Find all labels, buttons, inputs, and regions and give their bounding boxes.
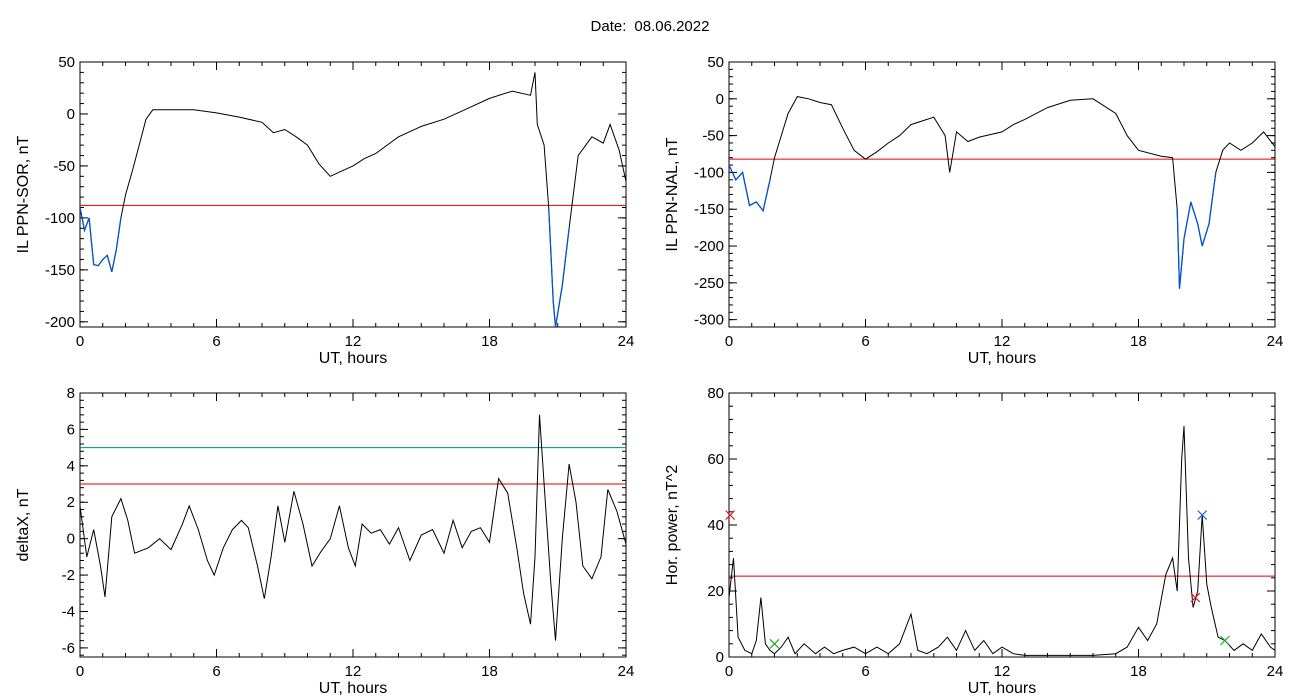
- y-tick-label: -150: [694, 201, 724, 218]
- x-tick-label: 0: [76, 333, 84, 350]
- y-tick-label: 50: [58, 54, 75, 71]
- y-tick-label: -300: [694, 312, 724, 329]
- x-tick-label: 24: [618, 333, 635, 350]
- y-tick-label: -4: [62, 603, 75, 620]
- chart-panel-2: 0 6 12 18 24 -300 -250 -200 -150 -100 -50 0 50 UT, ho…: [664, 54, 1283, 367]
- y-tick-label: -250: [694, 275, 724, 292]
- marker-stroke: [725, 510, 736, 521]
- y-axis-label: deltaX, nT: [15, 488, 32, 561]
- x-tick-label: 6: [861, 663, 869, 680]
- marker-stroke: [1220, 635, 1230, 646]
- date-label: Date:: [590, 18, 627, 35]
- y-tick-label: -100: [694, 164, 724, 181]
- marker-red: [725, 510, 736, 521]
- y-tick-label: -50: [53, 158, 75, 175]
- y-axis-label: IL PPN-NAL, nT: [664, 137, 681, 251]
- y-tick-label: -100: [45, 210, 75, 227]
- y-tick-label: -200: [45, 314, 75, 331]
- series-line: [80, 414, 626, 641]
- marker-green: [1220, 635, 1230, 646]
- x-tick-label: 12: [994, 663, 1011, 680]
- y-axis-label: IL PPN-SOR, nT: [15, 135, 32, 253]
- below-threshold-segment: [80, 207, 122, 273]
- marker-stroke: [1197, 510, 1208, 521]
- x-tick-label: 24: [1267, 333, 1284, 350]
- x-tick-label: 0: [725, 663, 733, 680]
- y-tick-label: -50: [702, 128, 724, 145]
- y-tick-label: 0: [716, 91, 724, 108]
- y-tick-label: 6: [67, 421, 75, 438]
- series-line: [729, 425, 1275, 656]
- x-axis-label: UT, hours: [319, 680, 387, 697]
- plot-frame: [79, 392, 627, 658]
- x-tick-label: 12: [994, 333, 1011, 350]
- x-tick-label: 6: [861, 333, 869, 350]
- date-value: 08.06.2022: [634, 18, 710, 35]
- marker-blue: [1197, 510, 1208, 521]
- x-tick-label: 18: [481, 333, 498, 350]
- x-tick-label: 18: [1130, 333, 1147, 350]
- y-tick-label: 40: [707, 517, 724, 534]
- chart-panel-4: 0 6 12 18 24 0 20 40 60 80 UT, hours Hor. power, nT…: [664, 385, 1283, 697]
- y-tick-label: 0: [67, 106, 75, 123]
- below-threshold-segment: [548, 207, 570, 327]
- series-line: [80, 72, 626, 327]
- plot-frame: [728, 392, 1276, 658]
- plot-frame: [728, 61, 1276, 328]
- x-tick-label: 0: [76, 663, 84, 680]
- x-axis-label: UT, hours: [968, 680, 1036, 697]
- y-tick-label: 8: [67, 385, 75, 402]
- y-tick-label: -2: [62, 567, 75, 584]
- marker-green: [769, 638, 780, 649]
- y-tick-label: 2: [67, 494, 75, 511]
- page-title: Date: 08.06.2022: [0, 18, 1300, 35]
- x-tick-label: 12: [345, 663, 362, 680]
- y-tick-label: -6: [62, 640, 75, 657]
- y-axis-label: Hor. power, nT^2: [664, 465, 681, 586]
- x-axis-label: UT, hours: [319, 350, 387, 367]
- y-tick-label: 4: [67, 458, 75, 475]
- x-tick-label: 12: [345, 333, 362, 350]
- marker-stroke: [769, 638, 780, 649]
- y-tick-label: 50: [707, 54, 724, 71]
- x-tick-label: 6: [212, 663, 220, 680]
- x-tick-label: 24: [1267, 663, 1284, 680]
- y-tick-label: -150: [45, 262, 75, 279]
- x-tick-label: 0: [725, 333, 733, 350]
- x-tick-label: 18: [1130, 663, 1147, 680]
- x-tick-label: 6: [212, 333, 220, 350]
- x-axis-label: UT, hours: [968, 350, 1036, 367]
- series-line: [729, 96, 1275, 289]
- x-tick-label: 24: [618, 663, 635, 680]
- marker-stroke: [1190, 592, 1201, 603]
- y-tick-label: 60: [707, 451, 724, 468]
- plot-frame: [79, 61, 627, 328]
- y-tick-label: -200: [694, 238, 724, 255]
- y-tick-label: 0: [716, 649, 724, 666]
- chart-panel-1: 0 6 12 18 24 -200 -150 -100 -50 0 50 UT, hours IL PP…: [15, 54, 634, 367]
- marker-red: [1190, 592, 1201, 603]
- y-tick-label: 0: [67, 531, 75, 548]
- y-tick-label: 20: [707, 583, 724, 600]
- y-tick-label: 80: [707, 385, 724, 402]
- x-tick-label: 18: [481, 663, 498, 680]
- below-threshold-segment: [1176, 172, 1217, 289]
- below-threshold-segment: [729, 164, 771, 213]
